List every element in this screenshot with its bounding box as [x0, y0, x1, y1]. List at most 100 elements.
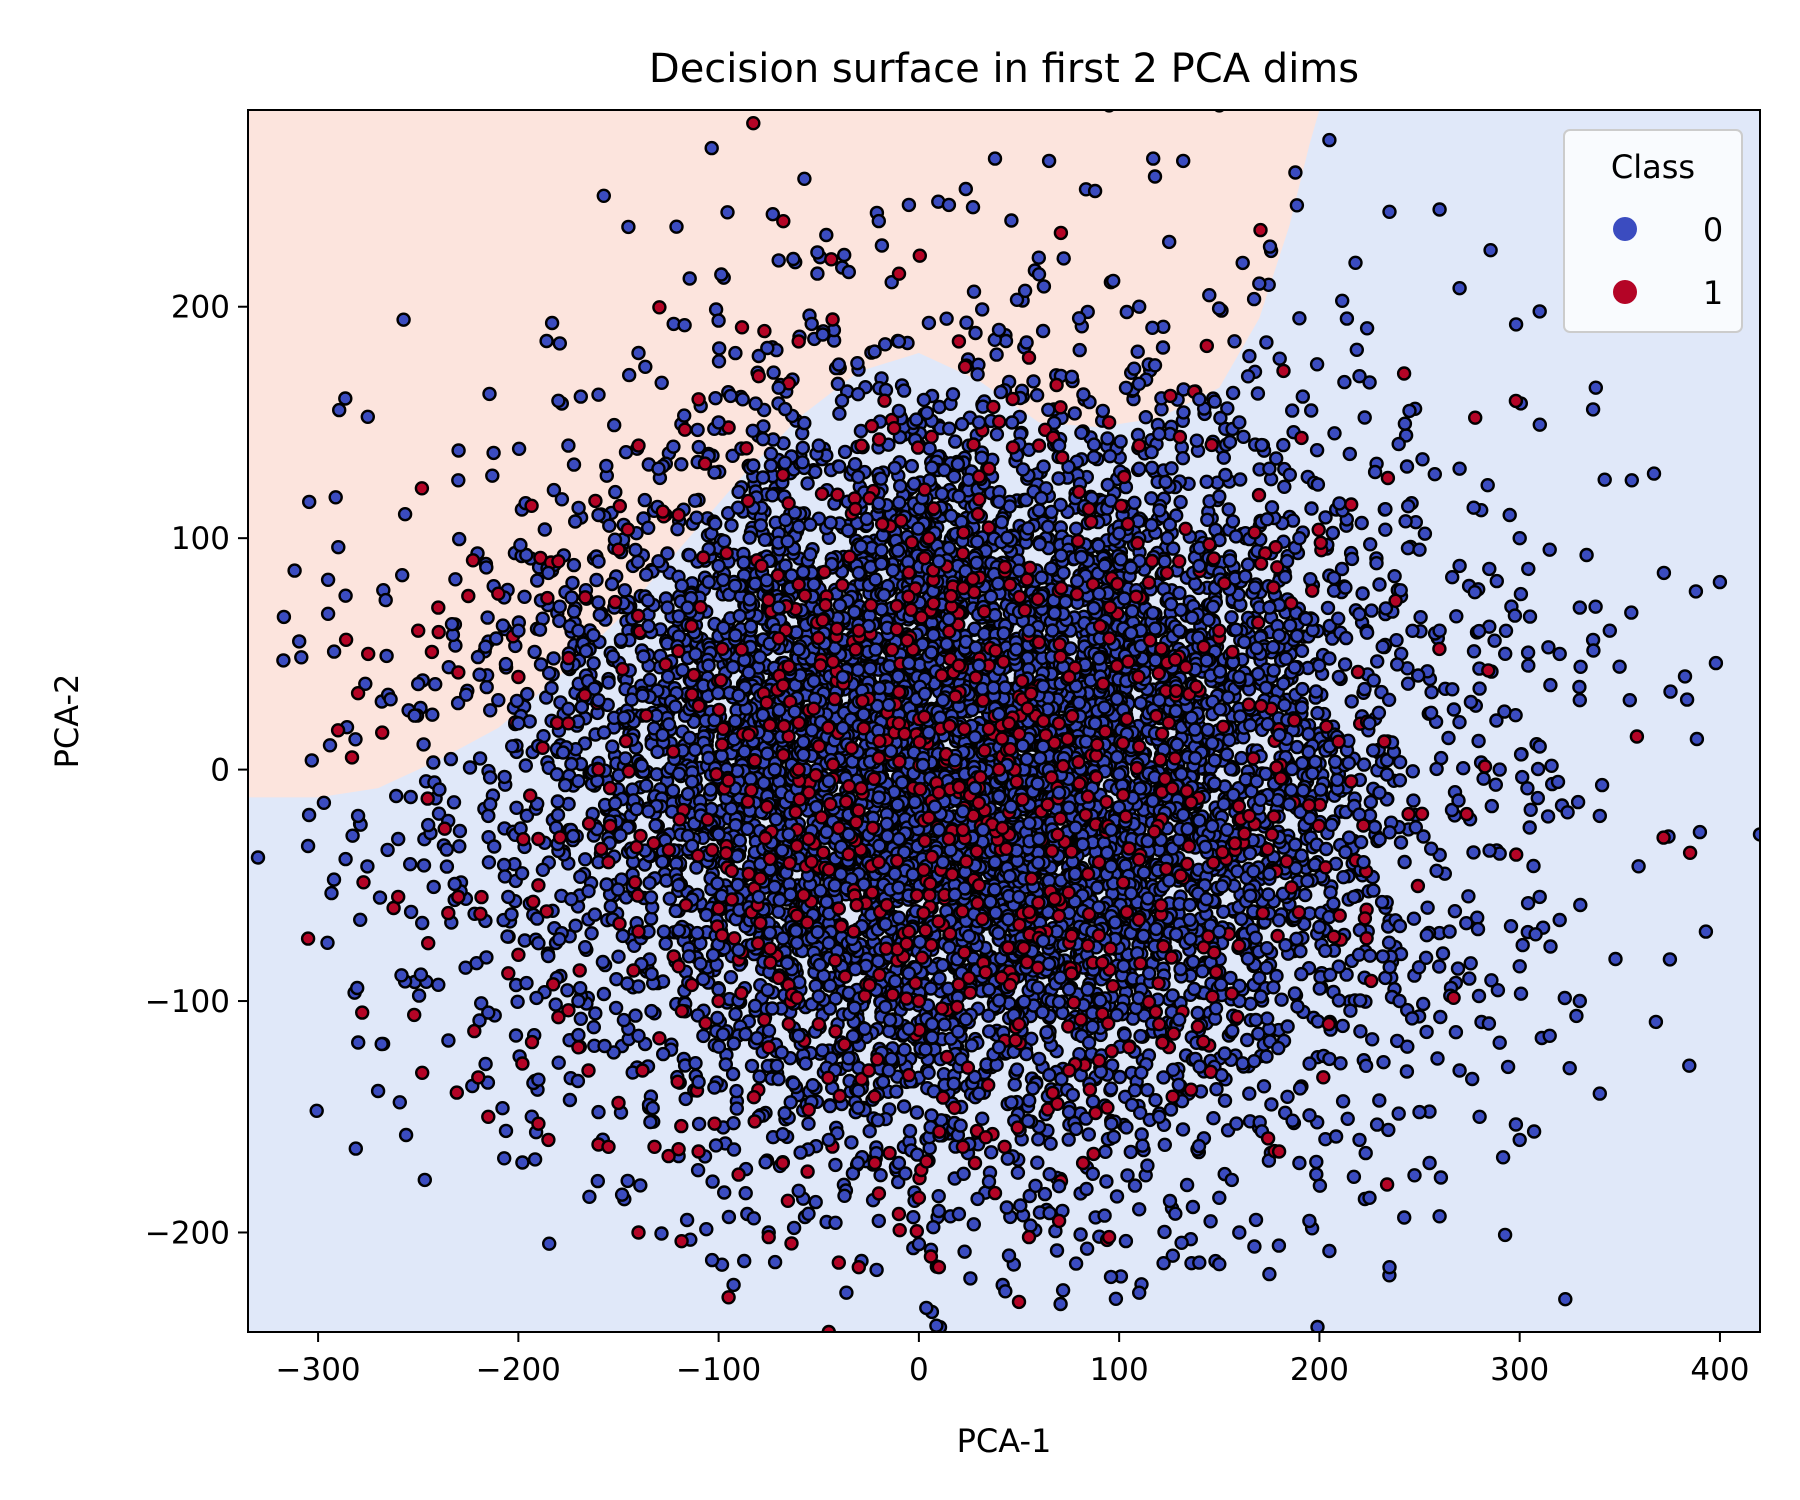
- scatter-point-class-0: [922, 441, 937, 456]
- scatter-point-class-0: [294, 650, 309, 665]
- scatter-point-class-0: [548, 997, 563, 1012]
- scatter-point-class-0: [1594, 777, 1610, 793]
- scatter-point-class-0: [708, 1138, 724, 1153]
- scatter-point-class-0: [1235, 1056, 1250, 1071]
- scatter-point-class-0: [828, 1157, 843, 1173]
- scatter-point-class-0: [1068, 1121, 1084, 1137]
- scatter-point-class-0: [443, 751, 459, 767]
- scatter-point-class-0: [518, 758, 533, 773]
- scatter-point-class-0: [648, 818, 663, 833]
- scatter-point-class-0: [331, 540, 346, 555]
- scatter-point-class-0: [1579, 547, 1594, 563]
- scatter-point-class-0: [328, 490, 343, 505]
- scatter-point-class-0: [1191, 1138, 1207, 1154]
- scatter-point-class-0: [1240, 557, 1256, 572]
- scatter-point-class-0: [550, 794, 565, 809]
- scatter-point-class-0: [1256, 1079, 1272, 1094]
- scatter-point-class-0: [1340, 1111, 1355, 1127]
- scatter-point-class-0: [1100, 477, 1116, 493]
- scatter-point-class-0: [1185, 954, 1201, 969]
- scatter-point-class-0: [618, 445, 634, 460]
- scatter-point-class-0: [1420, 900, 1435, 915]
- scatter-point-class-0: [584, 926, 599, 941]
- scatter-point-class-0: [1557, 990, 1573, 1006]
- scatter-point-class-0: [975, 302, 990, 317]
- scatter-point-class-0: [993, 384, 1008, 400]
- scatter-point-class-0: [850, 469, 866, 485]
- scatter-point-class-0: [546, 482, 562, 498]
- scatter-point-class-0: [1397, 416, 1413, 431]
- scatter-point-class-0: [546, 651, 561, 666]
- scatter-point-class-0: [1164, 461, 1179, 476]
- scatter-point-class-0: [1447, 904, 1463, 919]
- scatter-point-class-0: [1398, 514, 1413, 529]
- scatter-point-class-0: [394, 968, 409, 983]
- scatter-point-class-0: [1543, 677, 1558, 693]
- scatter-point-class-0: [726, 1277, 741, 1293]
- scatter-point-class-0: [1000, 1151, 1015, 1166]
- scatter-point-class-0: [711, 354, 727, 369]
- scatter-point-class-0: [1433, 1170, 1449, 1185]
- scatter-point-class-0: [1381, 1122, 1396, 1138]
- scatter-point-class-0: [564, 756, 579, 772]
- scatter-point-class-0: [1109, 1189, 1125, 1204]
- scatter-point-class-0: [1040, 519, 1056, 534]
- scatter-point-class-0: [1365, 743, 1381, 758]
- scatter-point-class-0: [479, 679, 494, 695]
- scatter-point-class-0: [348, 1141, 363, 1156]
- scatter-point-class-0: [426, 879, 441, 895]
- scatter-point-class-0: [889, 1084, 904, 1099]
- scatter-point-class-0: [1042, 1067, 1057, 1083]
- scatter-point-class-0: [954, 417, 970, 432]
- scatter-point-class-0: [1284, 403, 1300, 418]
- scatter-point-class-0: [1367, 819, 1383, 835]
- scatter-point-class-0: [1444, 570, 1460, 585]
- scatter-point-class-0: [1469, 910, 1485, 925]
- scatter-point-class-0: [415, 915, 430, 931]
- scatter-point-class-0: [1337, 657, 1353, 672]
- scatter-point-class-0: [717, 1185, 732, 1200]
- scatter-point-class-0: [1526, 1124, 1542, 1139]
- scatter-point-class-0: [654, 375, 669, 390]
- scatter-point-class-0: [1318, 510, 1333, 525]
- scatter-point-class-0: [1427, 467, 1443, 482]
- scatter-point-class-0: [1312, 1178, 1328, 1193]
- scatter-point-class-0: [562, 1092, 578, 1108]
- scatter-point-class-0: [596, 188, 611, 204]
- scatter-point-class-0: [425, 707, 440, 722]
- scatter-point-class-0: [1004, 213, 1019, 228]
- scatter-point-class-0: [1362, 948, 1378, 963]
- scatter-point-class-0: [1108, 1291, 1124, 1307]
- scatter-point-class-0: [1147, 169, 1163, 184]
- scatter-point-class-0: [527, 1152, 543, 1167]
- scatter-point-class-0: [611, 949, 626, 964]
- scatter-point-class-0: [573, 869, 588, 884]
- scatter-point-class-0: [1677, 669, 1693, 684]
- scatter-point-class-0: [1337, 374, 1352, 390]
- scatter-point-class-0: [1031, 1132, 1046, 1147]
- scatter-point-class-0: [316, 795, 332, 810]
- scatter-point-class-0: [511, 441, 527, 456]
- scatter-point-class-0: [1520, 896, 1536, 911]
- scatter-point-class-0: [1369, 1117, 1385, 1132]
- scatter-point-class-0: [724, 518, 739, 533]
- scatter-point-class-0: [1449, 609, 1464, 624]
- chart-title: Decision surface in first 2 PCA dims: [649, 46, 1359, 92]
- scatter-point-class-0: [527, 644, 542, 660]
- scatter-point-class-0: [403, 789, 418, 805]
- scatter-point-class-0: [1391, 1106, 1406, 1121]
- scatter-point-class-0: [1369, 654, 1385, 669]
- scatter-point-class-0: [932, 971, 947, 986]
- scatter-point-class-0: [348, 732, 363, 747]
- scatter-point-class-0: [1318, 841, 1334, 857]
- scatter-point-class-0: [803, 517, 818, 532]
- scatter-point-class-0: [519, 808, 535, 823]
- scatter-point-class-0: [1362, 537, 1378, 552]
- scatter-point-class-0: [1030, 1155, 1045, 1170]
- scatter-point-class-0: [1289, 739, 1305, 755]
- scatter-point-class-0: [1344, 694, 1359, 709]
- scatter-point-class-0: [542, 665, 557, 681]
- scatter-point-class-0: [968, 325, 983, 341]
- scatter-point-class-0: [904, 458, 919, 474]
- scatter-point-class-0: [1325, 525, 1341, 541]
